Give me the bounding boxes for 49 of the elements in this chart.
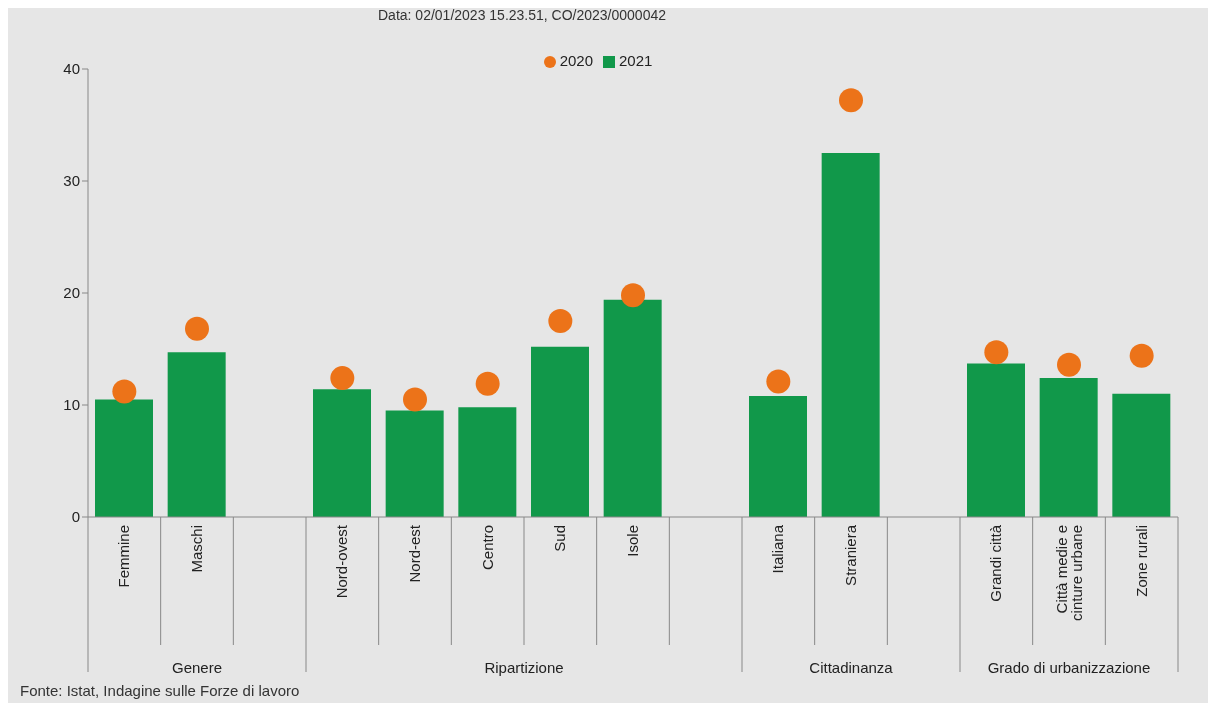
bar xyxy=(385,410,444,517)
point xyxy=(839,88,863,113)
point xyxy=(1057,352,1081,377)
point xyxy=(621,283,645,308)
y-tick-label: 0 xyxy=(71,508,80,526)
point xyxy=(330,366,355,391)
x-tick-label: Isole xyxy=(624,525,641,557)
x-tick-label: Centro xyxy=(478,525,496,571)
point xyxy=(403,387,427,412)
text: Grado di urbanizzazione xyxy=(987,659,1151,676)
legend-label: 2020 xyxy=(559,52,593,69)
bar xyxy=(95,399,153,517)
x-tick-label: Straniera xyxy=(842,524,859,586)
y-tick-label: 10 xyxy=(63,396,80,414)
legend-label: 2021 xyxy=(619,52,653,69)
bar xyxy=(167,352,226,517)
y-tick-label: 20 xyxy=(63,284,80,302)
x-tick-label: Città medie e cinture urbane xyxy=(1052,525,1085,621)
x-tick-label: Nord-ovest xyxy=(333,524,351,599)
point xyxy=(1129,343,1154,368)
bar xyxy=(313,389,371,517)
bar xyxy=(1112,393,1171,517)
bar xyxy=(967,363,1025,517)
bar xyxy=(1039,378,1098,517)
source-note: Fonte: Istat, Indagine sulle Forze di lavoro xyxy=(19,682,301,701)
bar xyxy=(458,407,517,517)
y-tick-label: 40 xyxy=(63,60,80,78)
x-tick-label: Zone rurali xyxy=(1132,525,1150,597)
point xyxy=(766,369,791,394)
point xyxy=(185,316,209,341)
point xyxy=(475,371,500,396)
x-tick-label: Grandi città xyxy=(987,524,1005,602)
x-tick-label: Maschi xyxy=(188,525,205,573)
y-tick-label: 30 xyxy=(63,172,80,190)
text: Data: 02/01/2023 15.23.51, CO/2023/0000042 xyxy=(377,7,667,23)
x-tick-label: Italiana xyxy=(769,524,787,574)
text: Genere xyxy=(171,659,223,676)
bar xyxy=(821,153,880,517)
x-tick-label: Nord-est xyxy=(406,524,423,583)
x-tick-label: Femmine xyxy=(115,525,133,588)
bar xyxy=(531,346,589,517)
text: Cittadinanza xyxy=(809,659,894,676)
text: Ripartizione xyxy=(484,659,564,676)
point xyxy=(112,379,137,404)
point xyxy=(984,340,1009,365)
x-tick-label: Sud xyxy=(551,525,569,552)
bar xyxy=(603,299,662,517)
bar xyxy=(749,396,807,517)
point xyxy=(548,309,573,333)
